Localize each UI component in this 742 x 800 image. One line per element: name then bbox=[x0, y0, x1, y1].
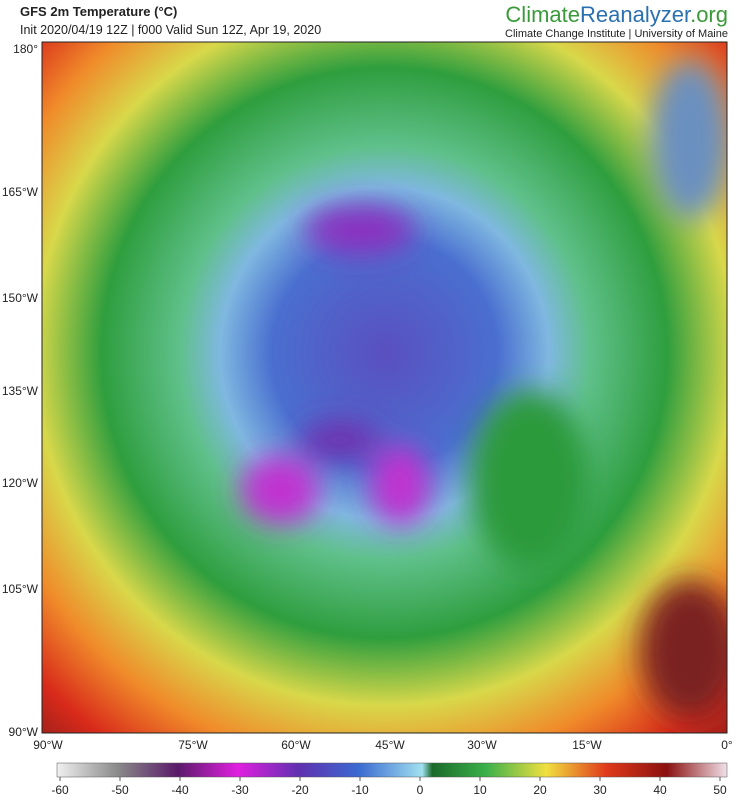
lat-label: 90°W bbox=[9, 725, 39, 739]
brand-part[interactable]: Climate bbox=[505, 2, 580, 27]
lat-label: 105°W bbox=[2, 582, 39, 596]
colorbar bbox=[56, 762, 728, 778]
colorbar-label: 0 bbox=[417, 783, 424, 797]
colorbar-label: -60 bbox=[51, 783, 69, 797]
lon-label: 60°W bbox=[281, 738, 311, 752]
colorbar-label: 10 bbox=[473, 783, 487, 797]
lat-label: 120°W bbox=[2, 476, 39, 490]
colorbar-label: -20 bbox=[291, 783, 309, 797]
lon-label: 75°W bbox=[178, 738, 208, 752]
lat-label: 150°W bbox=[2, 291, 39, 305]
colorbar-label: -30 bbox=[231, 783, 249, 797]
lon-label: 45°W bbox=[375, 738, 405, 752]
colorbar-label: 20 bbox=[533, 783, 547, 797]
lat-label: 135°W bbox=[2, 384, 39, 398]
colorbar-label: 30 bbox=[593, 783, 607, 797]
lon-label: 15°W bbox=[572, 738, 602, 752]
brand[interactable]: ClimateReanalyzer.org bbox=[505, 2, 728, 28]
subtitle: Init 2020/04/19 12Z | f000 Valid Sun 12Z… bbox=[20, 23, 322, 37]
brand-part[interactable]: Reanalyzer bbox=[580, 2, 691, 27]
brand-part[interactable]: .org bbox=[690, 2, 728, 27]
lat-label: 180° bbox=[13, 42, 38, 56]
temperature-field bbox=[42, 42, 727, 733]
lon-label: 0° bbox=[721, 738, 733, 752]
lat-label: 165°W bbox=[2, 185, 39, 199]
colorbar-label: -50 bbox=[111, 783, 129, 797]
colorbar-label: 40 bbox=[653, 783, 667, 797]
colorbar-label: 50 bbox=[713, 783, 727, 797]
title: GFS 2m Temperature (°C) bbox=[20, 4, 178, 19]
institute: Climate Change Institute | University of… bbox=[505, 28, 728, 40]
colorbar-label: -40 bbox=[171, 783, 189, 797]
lon-label: 30°W bbox=[467, 738, 497, 752]
map-frame bbox=[41, 41, 728, 734]
lon-label: 90°W bbox=[33, 738, 63, 752]
colorbar-label: -10 bbox=[351, 783, 369, 797]
